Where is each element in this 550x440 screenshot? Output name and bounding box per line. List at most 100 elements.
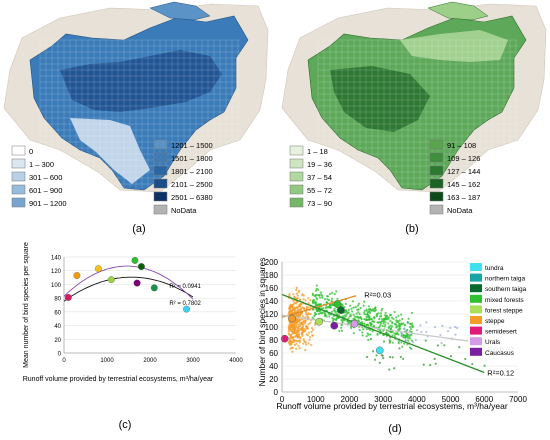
data-point [137,263,145,271]
legend-label: southern taiga [485,286,527,293]
cloud-point [354,305,357,309]
trendline-r2-label: R²=0.12 [487,369,514,378]
cloud-point [401,322,404,326]
cloud-point [314,302,317,305]
chart-mean-points [280,300,384,355]
cloud-point [314,323,317,326]
cloud-point [349,304,352,307]
legend-label: 127 – 144 [447,167,480,176]
cloud-point [321,294,324,297]
cloud-point [360,318,363,321]
map-legend: 1 – 18 19 – 36 37 – 54 55 – 72 73 – 90 91 – 1… [289,139,480,215]
cloud-point [343,319,346,322]
cloud-point [338,329,341,333]
cloud-point [361,331,364,334]
cloud-point [300,312,303,315]
cloud-point [310,343,313,346]
cloud-point [363,318,366,321]
cloud-point [409,327,413,331]
cloud-point [380,318,384,321]
cloud-point [292,299,295,303]
cloud-point [397,333,400,336]
cloud-point [296,331,299,335]
cloud-point [380,309,383,312]
y-tick-label: 200 [265,258,279,267]
cloud-point [385,315,388,318]
cloud-point [304,319,307,322]
cloud-point [302,342,305,345]
legend-label: 109 – 126 [447,154,480,163]
cloud-point [298,337,302,340]
cloud-point [331,316,334,320]
cloud-point [353,317,356,321]
cloud-point [365,328,368,331]
chart-mean-birds: 0 20 40 60 80 100 120 140 0 1000 2000 3000 4000 R² =… [23,242,244,431]
cloud-point [407,317,410,320]
cloud-point [347,308,350,311]
cloud-point [340,326,343,330]
cloud-point [299,327,303,330]
cloud-point [287,327,291,330]
x-tick-label: 2000 [143,358,157,364]
cloud-point [392,317,395,321]
x-tick-label: 0 [62,358,66,364]
cloud-point [402,336,405,339]
cloud-point [355,312,358,315]
y-tick-label: 40 [54,324,61,330]
legend-swatch [153,178,168,189]
panel-label-a: (a) [132,223,145,235]
y-axis-label: Mean number of bird species per square [23,242,30,368]
cloud-point [344,302,348,305]
legend-label: NoData [171,206,197,215]
cloud-point [411,341,415,344]
cloud-point [294,326,297,330]
cloud-point [439,333,442,337]
cloud-point [400,332,403,335]
cloud-point [397,342,400,345]
cloud-point [391,334,394,337]
y-tick-label: 120 [265,310,279,319]
cloud-point [393,335,396,338]
cloud-point [288,342,291,345]
mean-point [280,334,289,343]
cloud-point [350,326,353,330]
cloud-point [322,306,325,310]
cloud-point [348,315,351,318]
cloud-point [297,339,300,342]
y-tick-label: 80 [54,297,61,303]
cloud-point [384,321,387,324]
legend-label: 1 – 300 [29,160,54,169]
cloud-point [314,289,318,292]
cloud-point [359,321,362,324]
map-dark-core [60,50,222,112]
cloud-point [425,330,428,333]
legend-swatch [153,139,168,150]
cloud-point [446,330,450,333]
cloud-point [298,298,302,301]
legend-swatch [289,158,304,169]
cloud-point [378,317,381,321]
cloud-point [368,311,372,314]
cloud-point [310,327,314,330]
cloud-point [330,291,334,294]
legend-swatch [11,197,26,208]
cloud-point [398,319,401,322]
legend-swatch [289,184,304,195]
cloud-point [350,307,353,310]
cloud-point [306,315,309,319]
cloud-point [325,301,328,304]
panel-label-c: (c) [119,419,132,431]
data-point [150,284,158,292]
y-tick-label: 0 [58,352,62,358]
y-tick-label: 20 [269,375,278,384]
cloud-point [304,299,307,302]
cloud-point [331,297,334,300]
cloud-point [365,316,368,319]
cloud-point [297,325,300,329]
cloud-point [335,290,338,293]
cloud-point [340,329,344,332]
cloud-point [378,320,381,324]
cloud-point [343,314,346,317]
cloud-point [343,306,346,309]
